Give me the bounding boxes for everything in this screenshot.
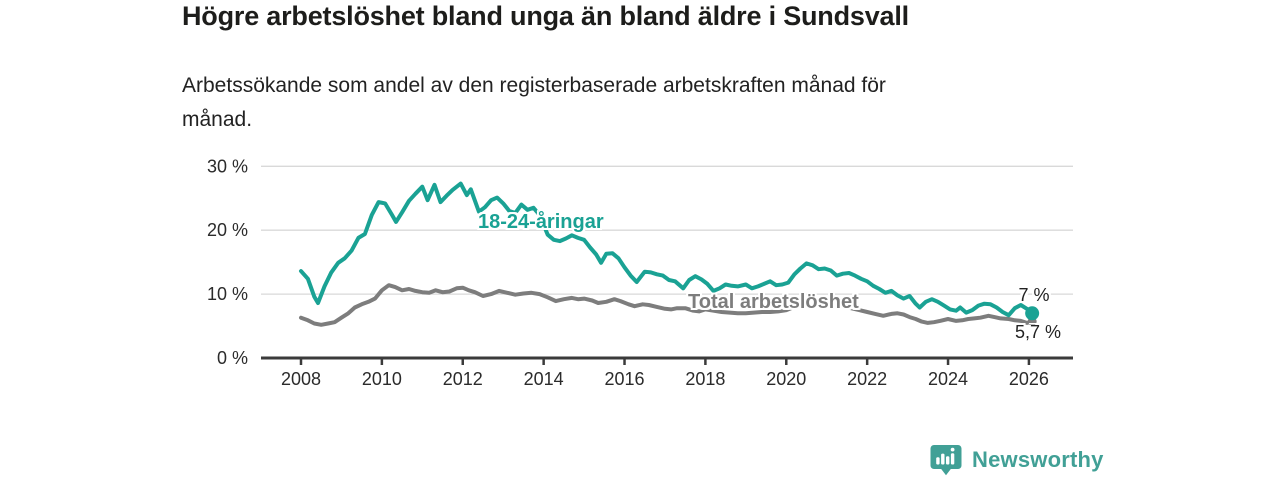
x-tick-label-2016: 2016 — [604, 369, 644, 389]
x-tick-label-2022: 2022 — [847, 369, 887, 389]
series-label-youth: 18-24-åringar — [478, 211, 604, 233]
x-tick-label-2024: 2024 — [928, 369, 968, 389]
chart-title: Högre arbetslöshet bland unga än bland ä… — [182, 1, 909, 31]
series-label-total: Total arbetslöshet — [688, 291, 859, 313]
newsworthy-brand-text: Newsworthy — [972, 447, 1104, 472]
chart-subtitle: Arbetssökande som andel av den registerb… — [182, 69, 1042, 137]
y-tick-label-0: 0 % — [217, 348, 248, 368]
x-tick-label-2008: 2008 — [281, 369, 321, 389]
chart-subtitle-line2: månad. — [182, 108, 253, 131]
endpoint-dot-youth — [1025, 306, 1040, 321]
chart-subtitle-line1: Arbetssökande som andel av den registerb… — [182, 74, 886, 97]
end-value-label-youth: 7 % — [1018, 285, 1050, 305]
x-tick-label-2026: 2026 — [1009, 369, 1049, 389]
y-tick-label-30: 30 % — [207, 156, 248, 176]
end-value-label-total: 5,7 % — [1014, 322, 1062, 342]
x-tick-label-2020: 2020 — [766, 369, 806, 389]
x-tick-label-2012: 2012 — [443, 369, 483, 389]
y-tick-label-20: 20 % — [207, 220, 248, 240]
x-tick-label-2014: 2014 — [524, 369, 564, 389]
series-line-youth — [299, 181, 1035, 318]
newsworthy-brand-link[interactable]: Newsworthy — [929, 443, 1104, 477]
x-tick-label-2010: 2010 — [362, 369, 402, 389]
series-line-total — [299, 283, 1035, 327]
newsworthy-logo-icon — [929, 443, 963, 477]
y-tick-label-10: 10 % — [207, 284, 248, 304]
x-tick-label-2018: 2018 — [685, 369, 725, 389]
